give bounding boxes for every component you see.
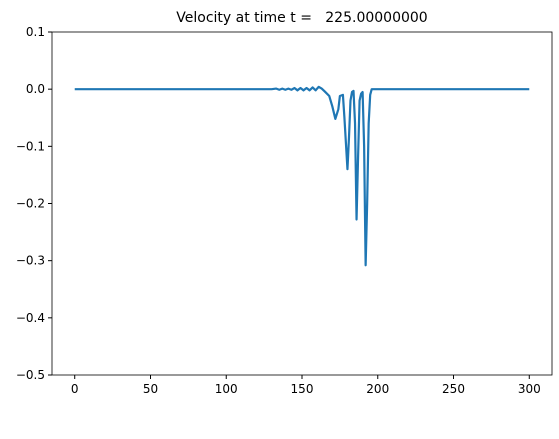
chart-title: Velocity at time t = 225.00000000 bbox=[176, 10, 427, 26]
x-tick-label: 0 bbox=[71, 382, 79, 396]
y-tick-label: −0.3 bbox=[16, 254, 45, 268]
y-tick-label: −0.1 bbox=[16, 139, 45, 153]
x-tick-label: 300 bbox=[518, 382, 541, 396]
y-tick-label: −0.2 bbox=[16, 197, 45, 211]
y-tick-label: −0.5 bbox=[16, 368, 45, 382]
axes-frame bbox=[51, 31, 553, 376]
x-tick-label: 100 bbox=[215, 382, 238, 396]
y-tick-label: 0.0 bbox=[26, 82, 45, 96]
y-tick-label: −0.4 bbox=[16, 311, 45, 325]
line bbox=[74, 85, 530, 267]
x-tick-label: 50 bbox=[143, 382, 158, 396]
x-tick-label: 200 bbox=[366, 382, 389, 396]
y-tick-label: 0.1 bbox=[26, 25, 45, 39]
x-tick-label: 250 bbox=[442, 382, 465, 396]
x-tick-label: 150 bbox=[291, 382, 314, 396]
